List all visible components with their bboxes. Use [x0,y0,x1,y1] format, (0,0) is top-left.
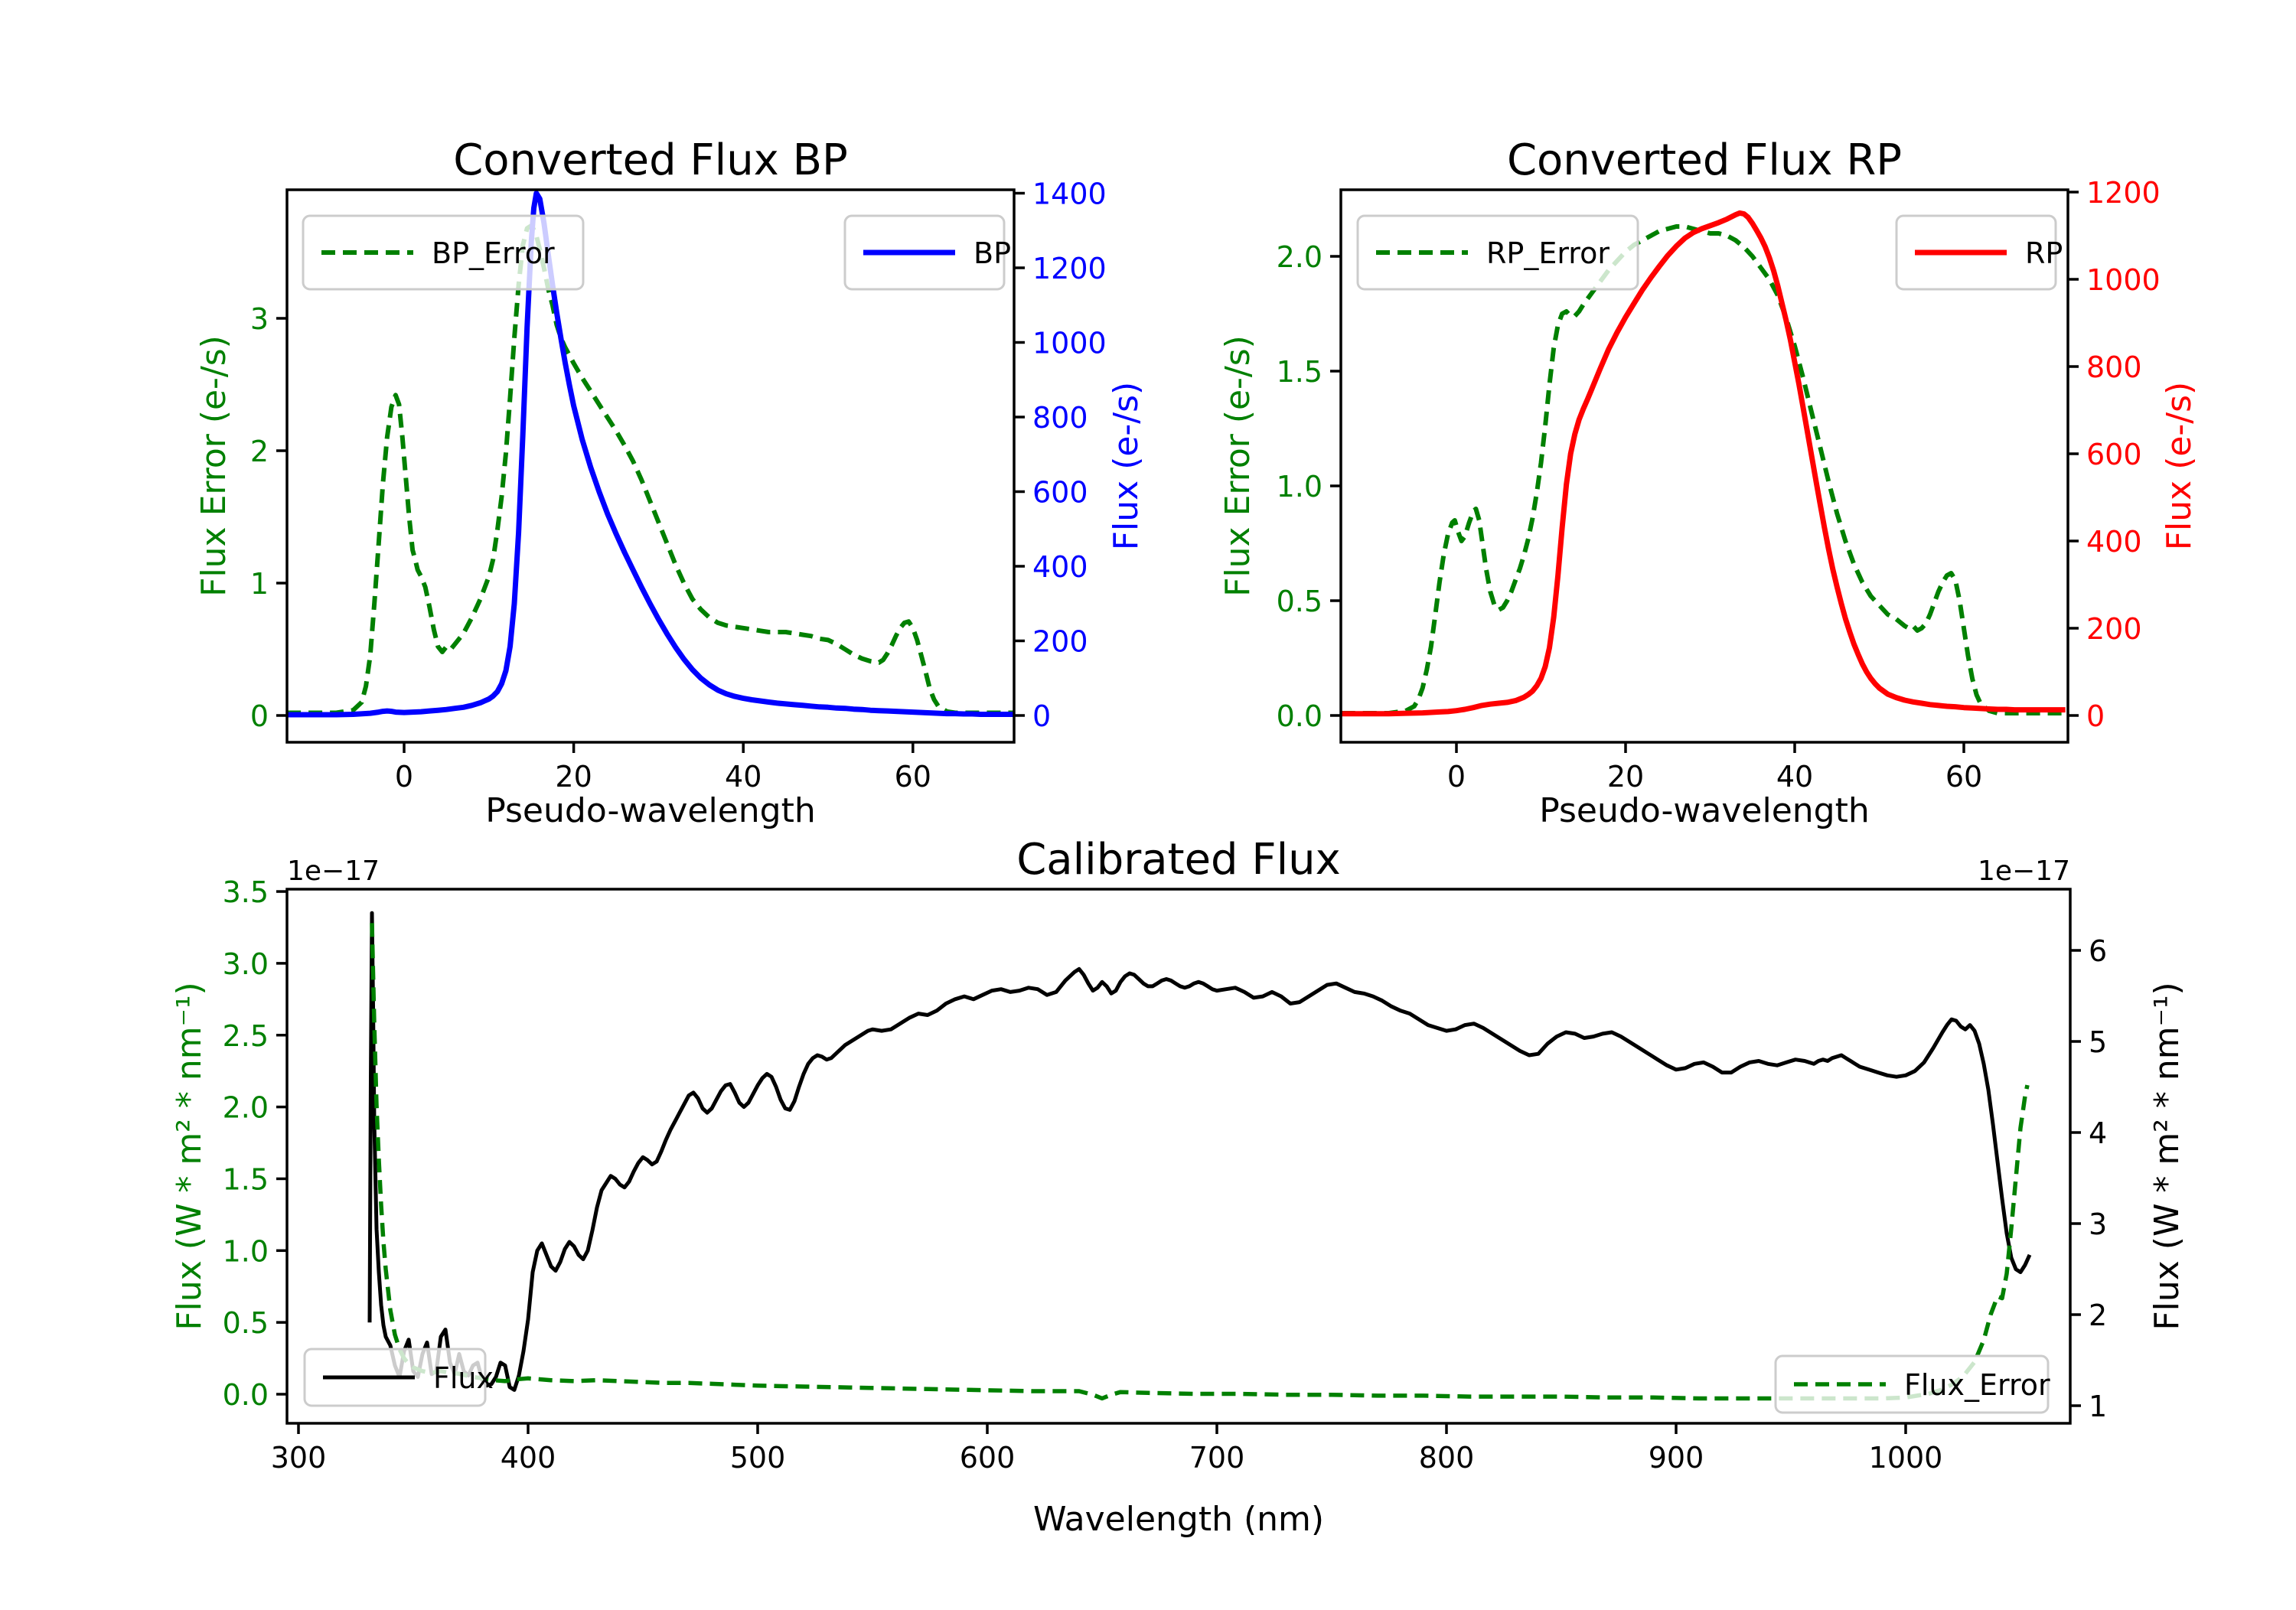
bp-y-left-label: Flux Error (e-/s) [194,335,233,597]
bp-x-tick-label: 0 [395,760,413,794]
rp-y-left-tick-label: 2.0 [1277,240,1322,274]
calibrated-x-tick-label: 1000 [1869,1441,1943,1475]
rp-y-right-tick-label: 800 [2086,350,2142,384]
bp-plot: BP_Error BP0 20 40 6001230200400600800100012… [194,135,1146,830]
calibrated-x-tick-label: 300 [271,1441,327,1475]
rp-legend-label-rp: RP [2025,236,2063,270]
calibrated-x-tick-label: 600 [960,1441,1016,1475]
rp-y-right-tick-label: 400 [2086,525,2142,559]
rp-xlabel: Pseudo-wavelength [1539,791,1870,830]
calibrated-y-right-label: Flux (W * m² * nm⁻¹) [2148,982,2187,1330]
calibrated-y-left-tick-label: 2.0 [223,1091,269,1125]
bp-x-tick-label: 40 [725,760,762,794]
bp-title: Converted Flux BP [453,135,848,185]
calibrated-x-tick-label: 400 [501,1441,556,1475]
rp-y-left-tick-label: 0.5 [1277,585,1322,618]
bp-legend-label-bp_error: BP_Error [432,236,555,270]
rp-y-right-label: Flux (e-/s) [2160,382,2199,550]
bp-series-bp-line [287,191,1013,718]
rp-axes-spines [1339,188,2069,744]
rp-y-right-tick-label: 200 [2086,612,2142,646]
calibrated-y-left-tick-label: 2.5 [223,1019,269,1053]
bp-y-right-tick-label: 1000 [1032,327,1107,360]
calibrated-xlabel: Wavelength (nm) [1033,1500,1324,1539]
calibrated-y-right-tick-label: 4 [2089,1116,2107,1150]
bp-y-left-tick-label: 3 [250,302,269,336]
calibrated-y-right-tick-label: 2 [2089,1299,2107,1332]
rp-title: Converted Flux RP [1507,135,1902,185]
bp-y-right-tick-label: 800 [1032,401,1088,435]
calibrated-series-flux_error-line [370,923,2030,1401]
bp-y-right-tick-label: 1200 [1032,252,1107,285]
calibrated-x-tick-label: 700 [1189,1441,1245,1475]
rp-y-left-tick-label: 1.0 [1277,470,1322,504]
calibrated-y-left-tick-label: 0.0 [223,1378,269,1412]
calibrated-y-right-tick-label: 5 [2089,1025,2107,1059]
calibrated-series-flux-line [367,911,2032,1392]
calibrated-legend-label-flux_error: Flux_Error [1904,1368,2050,1402]
rp-series-rp-line [1341,210,2066,717]
rp-legend-label-rp_error: RP_Error [1486,236,1609,270]
bp-y-right-tick-label: 1400 [1032,178,1107,211]
rp-series-rp_error-line [1341,224,2066,715]
bp-axes-spines [285,188,1016,744]
bp-y-left-tick-label: 0 [250,699,269,733]
bp-x-tick-label: 60 [895,760,931,794]
calibrated-y-right-tick-label: 6 [2089,934,2107,968]
rp-y-left-label: Flux Error (e-/s) [1218,335,1257,597]
bp-xlabel: Pseudo-wavelength [485,791,816,830]
calibrated-axes-spines [285,888,2072,1425]
rp-y-left-tick-label: 1.5 [1277,355,1322,389]
rp-plot: RP_Error RP 0 20 40 60 0.0 0.5 1.0 1.5 2.0 0 200 400 6… [1218,135,2199,830]
rp-x-tick-label: 60 [1945,760,1982,794]
calibrated-title: Calibrated Flux [1016,835,1341,885]
calibrated-y-left-label: Flux (W * m² * nm⁻¹) [170,982,209,1330]
rp-x-tick-label: 40 [1776,760,1813,794]
bp-series-bp_error-line [287,223,1013,715]
calibrated-y-left-tick-label: 3.5 [223,875,269,909]
calibrated-y-right-tick-label: 3 [2089,1208,2107,1241]
rp-y-right-tick-label: 1200 [2086,176,2161,210]
calibrated-y-left-tick-label: 1.0 [223,1234,269,1268]
rp-y-right-tick-label: 600 [2086,438,2142,471]
bp-y-right-tick-label: 0 [1032,699,1051,733]
calibrated-y-right-offset-text: 1e−17 [1978,856,2070,887]
bp-y-right-tick-label: 200 [1032,625,1088,659]
calibrated-plot: Flux Flux_Error 300 400 500 600 700 800 900 1000 0… [170,835,2187,1539]
calibrated-y-left-tick-label: 0.5 [223,1306,269,1340]
rp-y-right-tick-label: 1000 [2086,263,2161,297]
bp-legend-box-bp_error [302,214,585,291]
bp-y-right-label: Flux (e-/s) [1107,382,1146,550]
bp-y-left-tick-label: 2 [250,435,269,468]
calibrated-x-tick-label: 900 [1649,1441,1704,1475]
rp-y-right-tick-label: 0 [2086,699,2105,733]
calibrated-y-left-offset-text: 1e−17 [287,856,380,887]
calibrated-legend-box-flux_error [1774,1354,2050,1414]
bp-legend-label-bp: BP [974,236,1011,270]
calibrated-y-right-tick-label: 1 [2089,1390,2107,1423]
bp-x-tick-label: 20 [555,760,592,794]
rp-x-tick-label: 20 [1607,760,1644,794]
calibrated-x-tick-label: 800 [1419,1441,1475,1475]
rp-x-tick-label: 0 [1447,760,1466,794]
rp-legend-box-rp_error [1356,214,1639,291]
calibrated-x-tick-label: 500 [730,1441,786,1475]
bp-y-left-tick-label: 1 [250,567,269,601]
calibrated-legend-label-flux: Flux [433,1361,494,1395]
bp-y-right-tick-label: 400 [1032,550,1088,584]
calibrated-y-left-tick-label: 3.0 [223,947,269,981]
calibrated-y-left-tick-label: 1.5 [223,1162,269,1196]
bp-y-right-tick-label: 600 [1032,476,1088,510]
rp-y-left-tick-label: 0.0 [1277,699,1322,733]
